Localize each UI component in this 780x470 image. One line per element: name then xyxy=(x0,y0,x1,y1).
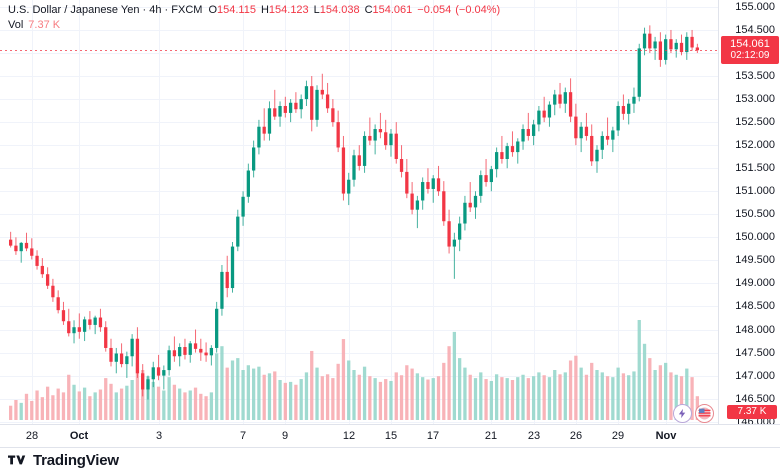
chart-floating-badges[interactable] xyxy=(673,404,714,423)
time-axis-tick: 9 xyxy=(281,430,289,442)
price-axis-tick: 149.500 xyxy=(735,254,775,267)
price-axis-tick: 152.500 xyxy=(735,116,775,129)
price-axis-tick: 155.000 xyxy=(735,0,775,13)
volume-bars xyxy=(9,320,699,420)
time-axis-tick: 15 xyxy=(384,430,398,442)
price-axis-tick: 148.500 xyxy=(735,300,775,313)
time-axis-tick: 17 xyxy=(426,430,440,442)
price-axis-tick: 148.000 xyxy=(735,323,775,336)
price-axis-tick: 149.000 xyxy=(735,277,775,290)
time-axis-tick: 23 xyxy=(527,430,541,442)
current-price-value: 154.061 xyxy=(730,38,770,51)
price-axis-tick: 147.500 xyxy=(735,346,775,359)
time-axis[interactable]: 28 Oct 3 7 9 12 15 17 21 23 26 29 Nov xyxy=(0,424,780,448)
price-axis-tick: 146.500 xyxy=(735,392,775,405)
bar-countdown: 02:12:09 xyxy=(730,50,770,62)
time-axis-tick: 29 xyxy=(611,430,625,442)
price-axis-tick: 150.500 xyxy=(735,208,775,221)
price-axis-tick: 153.000 xyxy=(735,93,775,106)
time-axis-tick: Oct xyxy=(69,430,89,442)
tradingview-logo-text: TradingView xyxy=(33,452,119,469)
horizontal-gridlines xyxy=(0,7,718,423)
price-axis-tick: 147.000 xyxy=(735,369,775,382)
price-axis-tick: 150.000 xyxy=(735,231,775,244)
price-axis-tick: 151.500 xyxy=(735,162,775,175)
tradingview-mark-icon xyxy=(8,455,26,465)
lightning-bolt-icon[interactable] xyxy=(673,404,692,423)
time-axis-tick: 7 xyxy=(239,430,247,442)
price-axis[interactable]: 155.000154.500154.000153.500153.000152.5… xyxy=(718,0,780,428)
current-price-badge: 154.061 02:12:09 xyxy=(721,36,779,65)
time-axis-tick: 28 xyxy=(25,430,39,442)
time-axis-tick: Nov xyxy=(655,430,677,442)
time-axis-tick: 26 xyxy=(569,430,583,442)
price-axis-tick: 152.000 xyxy=(735,139,775,152)
tradingview-logo: TradingView xyxy=(8,452,119,469)
chart-plot-area[interactable] xyxy=(0,0,718,424)
time-axis-tick: 12 xyxy=(342,430,356,442)
volume-value-badge: 7.37 K xyxy=(727,405,777,419)
time-axis-tick: 21 xyxy=(484,430,498,442)
price-axis-tick: 153.500 xyxy=(735,70,775,83)
price-axis-tick: 154.500 xyxy=(735,23,775,36)
candlestick-series xyxy=(9,25,699,400)
us-flag-icon[interactable] xyxy=(695,404,714,423)
time-axis-tick: 3 xyxy=(155,430,163,442)
price-axis-tick: 151.000 xyxy=(735,185,775,198)
